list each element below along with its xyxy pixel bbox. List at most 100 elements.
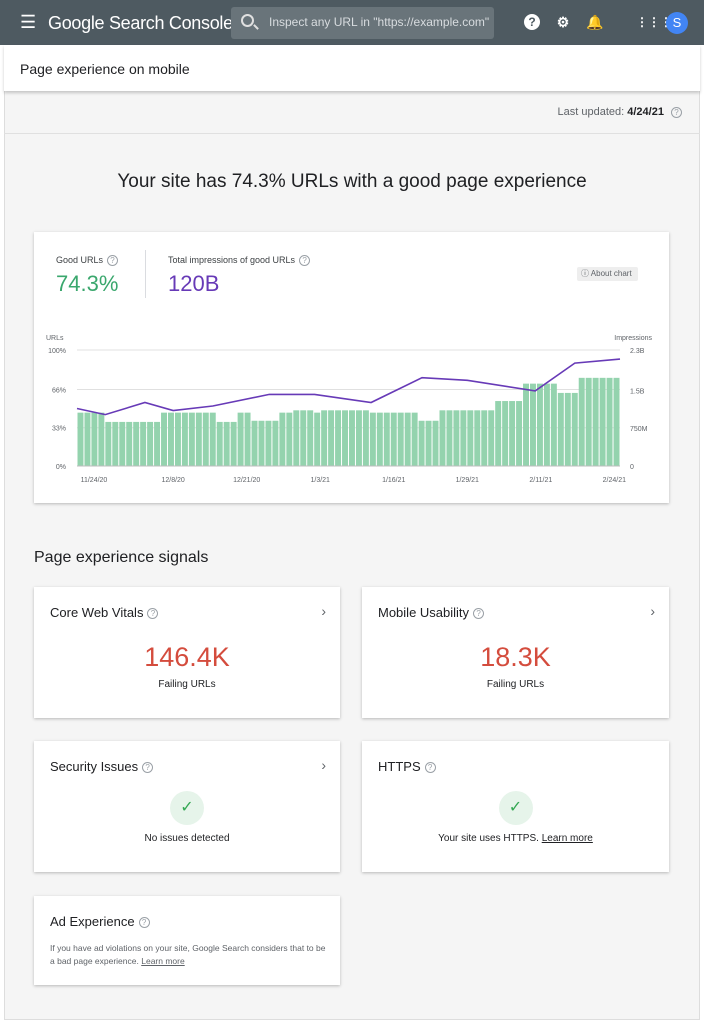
security-issues-card[interactable]: Security Issues? › ✓ No issues detected [34,741,340,872]
bar [571,392,578,466]
bar [133,421,140,466]
bar [578,377,585,466]
bar [91,412,98,466]
mobile-usability-card[interactable]: Mobile Usability? › 18.3K Failing URLs [362,587,669,718]
bar [453,410,460,466]
x-tick-label: 2/11/21 [529,477,552,484]
bar [439,410,446,466]
help-icon[interactable]: ? [299,255,311,267]
learn-more-link[interactable]: Learn more [541,833,593,844]
bar [390,412,397,466]
left-tick-label: 33% [52,426,66,433]
menu-icon[interactable]: ☰ [20,12,37,32]
core-web-vitals-card[interactable]: Core Web Vitals? › 146.4K Failing URLs [34,587,340,718]
apps-grid-icon[interactable]: ⋮⋮⋮ [636,15,672,29]
app-logo[interactable]: Google Search Console [48,13,233,33]
https-card: HTTPS? ✓ Your site uses HTTPS. Learn mor… [362,741,669,872]
about-chart-button[interactable]: ⓘ About chart [577,267,638,281]
check-icon: ✓ [498,791,533,825]
x-tick-label: 1/16/21 [382,477,405,484]
help-icon[interactable]: ? [473,608,485,620]
bar [161,412,167,466]
left-axis-label: URLs [46,335,64,342]
check-icon: ✓ [170,791,204,825]
bar [105,421,112,466]
bar [154,421,161,466]
help-icon[interactable]: ? [107,255,119,267]
bar [244,412,251,466]
left-tick-label: 100% [48,348,66,355]
urls-impressions-chart: URLs Impressions 0% 33% 66% 100% 0 750M 1.5B 2.3B… [46,335,653,484]
bell-icon[interactable]: 🔔 [586,14,604,30]
bar [397,412,404,466]
card-title: HTTPS? [378,759,436,774]
chevron-right-icon[interactable]: › [321,757,326,773]
last-updated-label: Last updated: [557,106,625,118]
url-inspect-input[interactable] [269,15,489,29]
bar [174,412,181,466]
x-tick-label: 1/3/21 [310,477,330,484]
help-icon[interactable]: ? [138,917,150,929]
good-urls-value: 74.3% [56,271,119,296]
user-settings-icon[interactable]: ⚙ [556,14,570,30]
learn-more-link[interactable]: Learn more [141,956,185,966]
bar [543,383,550,466]
help-icon[interactable]: ? [524,14,540,30]
url-inspect-search[interactable] [231,7,494,39]
bar [258,420,265,466]
impressions-label: Total impressions of good URLs? [168,255,311,267]
bar [119,421,126,466]
avatar[interactable]: S [666,12,688,34]
bar [495,401,502,466]
bar [181,412,188,466]
bar [300,410,307,466]
bar [265,420,272,466]
chevron-right-icon[interactable]: › [321,603,326,619]
bar [147,421,154,466]
left-tick-label: 0% [56,464,66,471]
chevron-right-icon[interactable]: › [650,603,655,619]
bar [251,420,258,466]
help-icon[interactable]: ? [147,608,159,620]
help-icon[interactable]: ? [424,762,436,774]
failing-count: 18.3K [480,642,551,672]
bar [362,410,369,466]
card-title: Core Web Vitals? [50,605,159,620]
bar [509,401,516,466]
right-tick-label: 2.3B [630,348,645,355]
bar [314,412,321,466]
card-title: Security Issues? [50,759,154,774]
help-icon[interactable]: ? [142,762,154,774]
headline: Your site has 74.3% URLs with a good pag… [117,171,587,192]
right-axis-label: Impressions [614,335,652,342]
bar [585,377,592,466]
bar [557,392,564,466]
search-icon [241,14,254,27]
bar [523,383,529,466]
bar [293,410,300,466]
help-icon[interactable]: ? [671,106,682,118]
bar [502,401,509,466]
bar [369,412,376,466]
bar [202,412,209,466]
bar [460,410,467,466]
bar [376,412,383,466]
bar [328,410,335,466]
ad-experience-card: Ad Experience? If you have ad violations… [34,896,340,985]
bar [425,420,432,466]
bar [550,383,557,466]
bar [195,412,202,466]
ad-experience-description: If you have ad violations on your site, … [50,943,326,966]
right-tick-label: 750M [630,426,648,433]
bar [411,412,418,466]
bar [481,410,488,466]
bar [467,410,474,466]
bar [307,410,314,466]
top-app-bar: ☰ Google Search Console ? ⚙ 🔔 ⋮⋮⋮ S [0,0,704,45]
x-tick-label: 11/24/20 [81,477,108,484]
impressions-line [76,358,621,416]
bar [342,410,348,466]
bar [418,420,425,466]
bar [599,377,606,466]
bar [592,377,599,466]
